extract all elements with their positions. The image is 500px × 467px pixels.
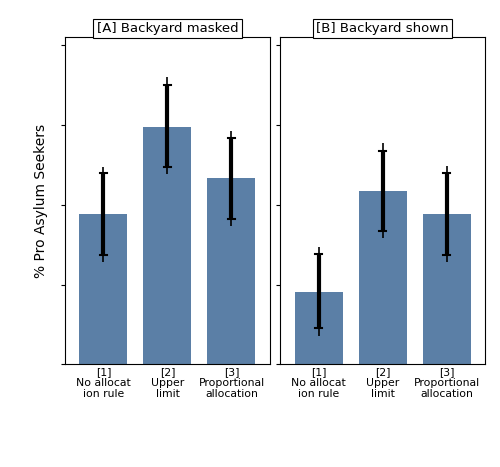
Bar: [80, 214, 128, 364]
Title: [A] Backyard masked: [A] Backyard masked: [96, 22, 238, 35]
Bar: [422, 214, 470, 364]
Title: [B] Backyard shown: [B] Backyard shown: [316, 22, 449, 35]
Bar: [144, 127, 192, 364]
Y-axis label: % Pro Asylum Seekers: % Pro Asylum Seekers: [34, 124, 48, 278]
Bar: [294, 292, 343, 364]
Bar: [208, 178, 256, 364]
Bar: [358, 191, 406, 364]
